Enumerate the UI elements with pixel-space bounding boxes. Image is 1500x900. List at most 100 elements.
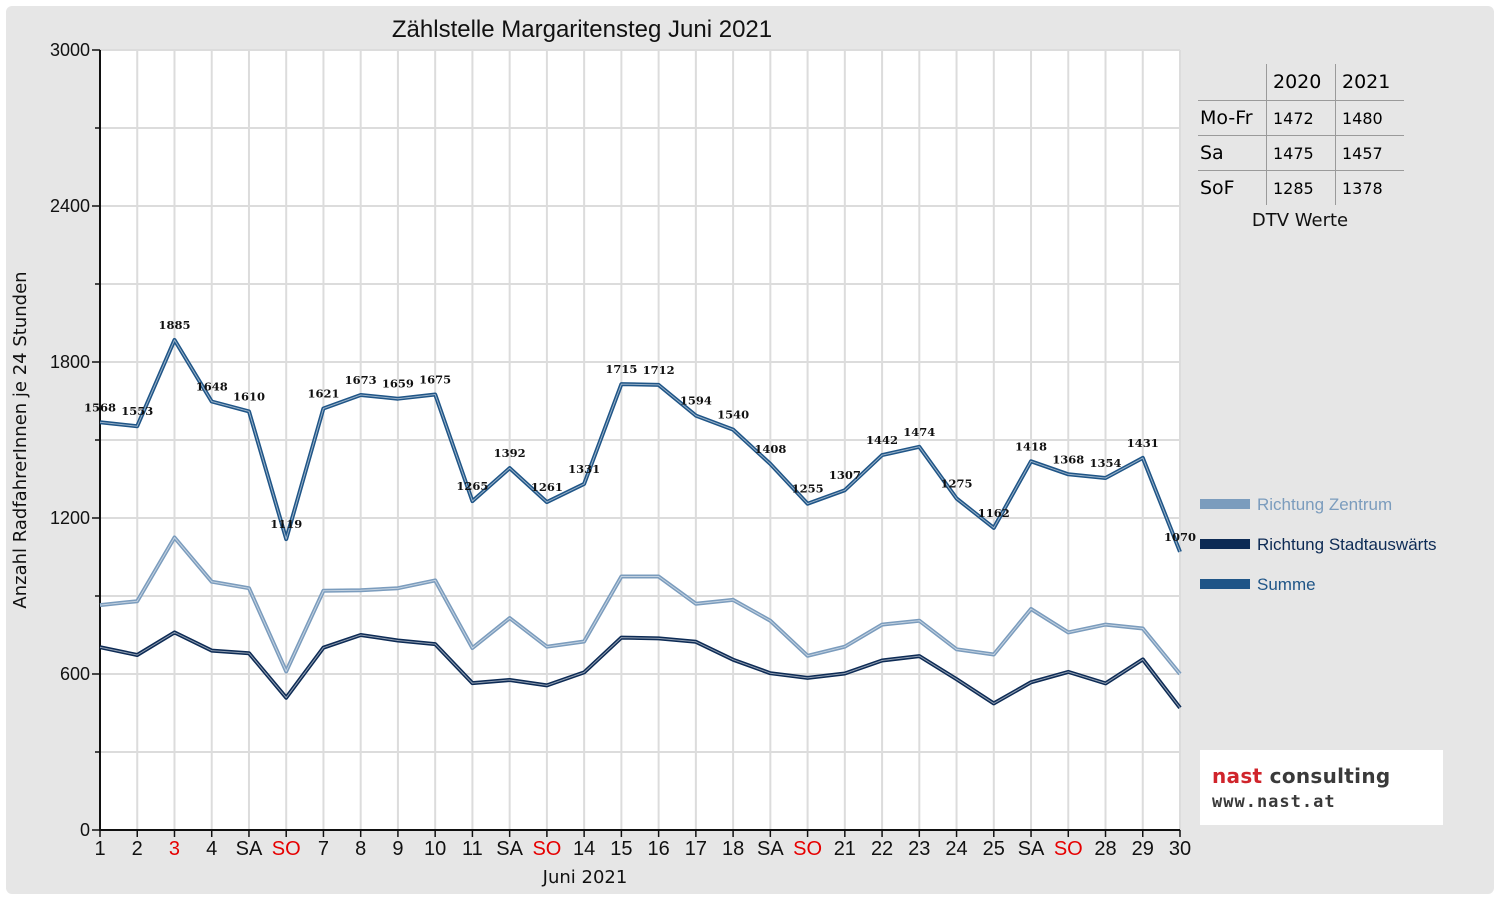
dtv-row-label: Sa: [1198, 135, 1267, 171]
x-axis-title: Juni 2021: [542, 867, 628, 888]
data-label: 1474: [903, 425, 935, 439]
data-label: 1659: [382, 377, 414, 391]
y-tick-label: 2400: [50, 196, 90, 216]
dtv-row-label: SoF: [1198, 170, 1267, 205]
data-label: 1392: [494, 446, 526, 460]
x-tick-label: 11: [462, 838, 483, 860]
logo-url: www.nast.at: [1212, 792, 1336, 812]
data-label: 1162: [978, 506, 1010, 520]
x-tick-label: SA: [496, 838, 523, 860]
series-line-highlight: [99, 339, 1181, 552]
legend-label: Richtung Zentrum: [1257, 495, 1392, 514]
x-tick-label: 21: [834, 838, 856, 860]
data-label: 1418: [1015, 439, 1047, 453]
data-label: 1255: [792, 482, 824, 496]
x-tick-label: SO: [793, 838, 822, 860]
data-label: 1408: [754, 442, 786, 456]
data-label: 1648: [196, 380, 228, 394]
x-tick-label: SA: [1018, 838, 1045, 860]
data-label: 1715: [605, 362, 637, 376]
dtv-header-2021: 2021: [1335, 64, 1404, 101]
logo-name-red: nast: [1212, 764, 1263, 788]
y-axis-title: Anzahl RadfahrerInnen je 24 Stunden: [10, 271, 31, 608]
x-tick-label: 25: [983, 838, 1005, 860]
dtv-value-2020: 1472: [1266, 100, 1336, 136]
logo-name-dark: consulting: [1262, 764, 1391, 788]
dtv-row: SoF 1285 1378: [1198, 170, 1404, 205]
y-tick-label: 600: [60, 664, 90, 684]
legend-swatch: [1200, 539, 1250, 549]
x-tick-label: 18: [722, 838, 744, 860]
data-label: 1307: [829, 468, 861, 482]
x-tick-label: 8: [355, 838, 366, 860]
x-tick-label: 16: [647, 838, 669, 860]
x-tick-label: 9: [392, 838, 403, 860]
series-line-highlight: [99, 537, 1181, 675]
data-label: 1621: [307, 387, 339, 401]
x-tick-label: 1: [94, 838, 105, 860]
x-tick-label: 29: [1132, 838, 1154, 860]
data-label: 1431: [1127, 436, 1159, 450]
x-tick-label: 7: [318, 838, 329, 860]
data-label: 1553: [121, 404, 153, 418]
dtv-value-2020: 1285: [1266, 170, 1336, 205]
data-labels: 1568 1553 1885 1648 1610 1119 1621 1673 1659 1675…: [84, 318, 1196, 544]
data-label: 1368: [1052, 452, 1084, 466]
y-tick-label: 0: [80, 820, 90, 840]
x-tick-label: 28: [1094, 838, 1116, 860]
x-tick-label: 24: [945, 838, 967, 860]
data-label: 1540: [717, 408, 749, 422]
dtv-value-2020: 1475: [1266, 135, 1336, 171]
data-label: 1119: [270, 517, 302, 531]
series-line-highlight: [99, 631, 1181, 709]
series-lines: [99, 337, 1182, 710]
x-tick-label: SA: [757, 838, 784, 860]
data-label: 1885: [158, 318, 190, 332]
x-tick-label: SO: [272, 838, 301, 860]
legend: Richtung Zentrum Richtung Stadtauswärts Su…: [1200, 495, 1437, 594]
x-tick-label: 15: [610, 838, 632, 860]
data-label: 1265: [456, 479, 488, 493]
dtv-value-2021: 1378: [1335, 170, 1404, 205]
data-label: 1594: [680, 394, 712, 408]
y-tick-label: 1200: [50, 508, 90, 528]
x-tick-label: 22: [871, 838, 893, 860]
dtv-table: 2020 2021 Mo-Fr 1472 1480 Sa 1475 1457 S…: [1198, 64, 1404, 205]
data-label: 1568: [84, 400, 116, 414]
x-tick-label: SO: [1054, 838, 1083, 860]
legend-label: Summe: [1257, 575, 1316, 594]
dtv-row: Mo-Fr 1472 1480: [1198, 100, 1404, 136]
x-tick-label: 3: [169, 838, 180, 860]
data-label: 1070: [1164, 530, 1196, 544]
dtv-value-2021: 1480: [1335, 100, 1404, 136]
dtv-row: Sa 1475 1457: [1198, 135, 1404, 171]
legend-swatch: [1200, 579, 1250, 589]
x-tick-label: 30: [1169, 838, 1191, 860]
data-label: 1354: [1090, 456, 1122, 470]
data-label: 1712: [643, 363, 675, 377]
dtv-value-2021: 1457: [1335, 135, 1404, 171]
y-tick-label: 3000: [50, 40, 90, 60]
x-tick-label: 23: [908, 838, 930, 860]
legend-swatch: [1200, 499, 1250, 509]
data-label: 1261: [531, 480, 563, 494]
x-tick-label: 10: [424, 838, 446, 860]
dtv-caption: DTV Werte: [1251, 210, 1349, 231]
chart-title: Zählstelle Margaritensteg Juni 2021: [392, 16, 772, 43]
x-tick-label: 2: [132, 838, 143, 860]
dtv-header-2020: 2020: [1266, 64, 1336, 101]
dtv-header-blank: [1198, 64, 1267, 101]
data-label: 1673: [345, 373, 377, 387]
x-tick-label: 4: [206, 838, 217, 860]
dtv-row-label: Mo-Fr: [1198, 100, 1267, 136]
x-tick-label: SO: [532, 838, 561, 860]
logo-name: nast consulting: [1212, 764, 1390, 788]
data-label: 1442: [866, 433, 898, 447]
data-label: 1610: [233, 389, 265, 403]
data-label: 1275: [941, 477, 973, 491]
company-logo: nast consulting www.nast.at: [1200, 750, 1443, 825]
x-tick-label: SA: [236, 838, 263, 860]
legend-label: Richtung Stadtauswärts: [1257, 535, 1437, 554]
